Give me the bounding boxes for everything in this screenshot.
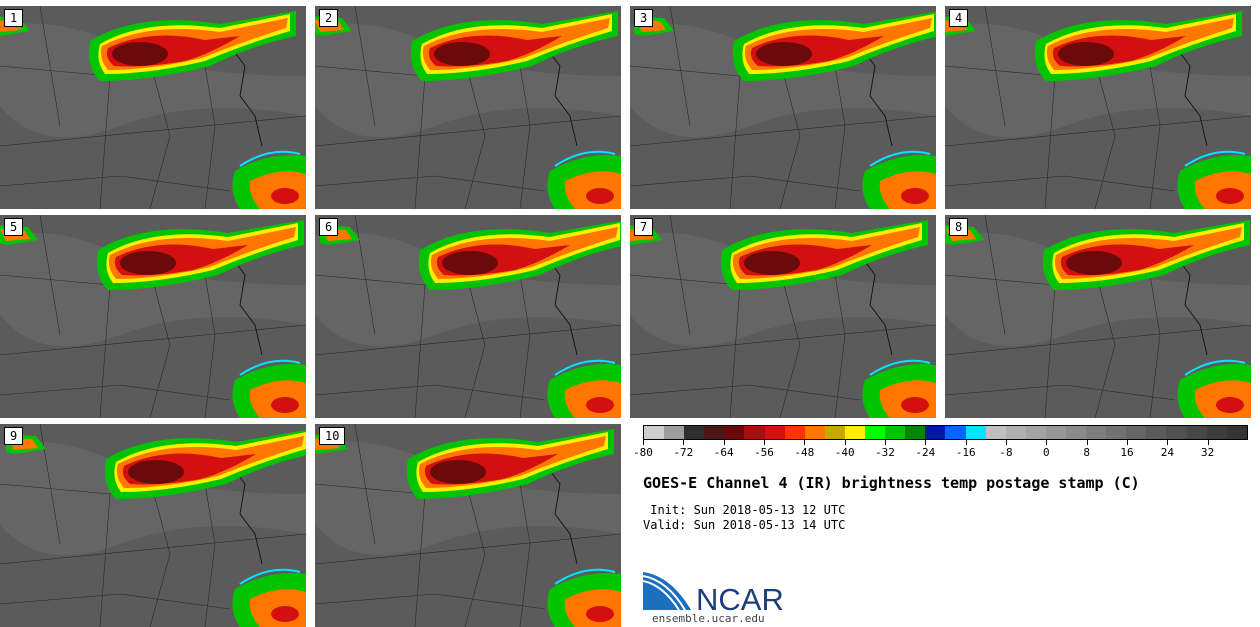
figure-title: GOES-E Channel 4 (IR) brightness temp po… xyxy=(643,474,1140,492)
colorbar-segment xyxy=(865,426,886,439)
colorbar-tickmarks xyxy=(643,440,1248,445)
colorbar-segment xyxy=(664,426,685,439)
colorbar-tick-label: -56 xyxy=(754,446,774,459)
colorbar xyxy=(643,425,1248,440)
ensemble-member-panel: 2 xyxy=(315,6,621,209)
panel-number-label: 1 xyxy=(4,9,24,27)
colorbar-tick xyxy=(804,440,806,445)
panel-number-label: 2 xyxy=(319,9,339,27)
colorbar-segment xyxy=(965,426,986,439)
panel-number-label: 5 xyxy=(4,218,24,236)
colorbar-segment xyxy=(1186,426,1207,439)
colorbar-tick-label: -48 xyxy=(794,446,815,459)
colorbar-tick-label: -72 xyxy=(673,446,694,459)
colorbar-segment xyxy=(1025,426,1046,439)
colorbar-tick xyxy=(1207,440,1209,445)
colorbar-segment xyxy=(985,426,1006,439)
colorbar-segment xyxy=(844,426,866,439)
init-time: Init: Sun 2018-05-13 12 UTC xyxy=(643,503,846,517)
colorbar-tick-label: -8 xyxy=(999,446,1013,459)
ir-satellite-map xyxy=(0,424,306,627)
ensemble-member-panel: 5 xyxy=(0,215,306,418)
colorbar-segment xyxy=(1005,426,1026,439)
colorbar-segment xyxy=(644,426,665,439)
colorbar-segment xyxy=(945,426,966,439)
ir-satellite-map xyxy=(945,215,1251,418)
panel-number-label: 3 xyxy=(634,9,654,27)
ir-satellite-map xyxy=(630,6,936,209)
ir-satellite-map xyxy=(315,215,621,418)
ir-satellite-map xyxy=(0,6,306,209)
ensemble-member-panel: 8 xyxy=(945,215,1251,418)
colorbar-tick xyxy=(885,440,886,445)
colorbar-tick xyxy=(844,440,846,445)
colorbar-tick xyxy=(764,440,765,445)
ir-satellite-map xyxy=(315,6,621,209)
colorbar-segment xyxy=(1045,426,1066,439)
ensemble-member-panel: 3 xyxy=(630,6,936,209)
colorbar-tick xyxy=(1167,440,1169,445)
colorbar-tick-label: -16 xyxy=(955,446,976,459)
colorbar-tick xyxy=(1006,440,1007,445)
website-url[interactable]: ensemble.ucar.edu xyxy=(652,612,765,625)
panel-number-label: 9 xyxy=(4,427,24,445)
colorbar-tick-labels: -80 -72 -64 -56 -48 -40 -32 -24 -16 -8 0 8 16 24 32 xyxy=(633,446,1248,460)
ir-satellite-map xyxy=(315,424,621,627)
colorbar-segment xyxy=(925,426,946,439)
colorbar-segment xyxy=(1086,426,1107,439)
colorbar-segment xyxy=(744,426,765,439)
colorbar-segment xyxy=(804,426,825,439)
ir-satellite-map xyxy=(945,6,1251,209)
colorbar-segment xyxy=(1166,426,1187,439)
ncar-logo-text: NCAR xyxy=(696,582,784,617)
colorbar-segment xyxy=(1146,426,1167,439)
ir-satellite-map xyxy=(630,215,936,418)
colorbar-tick xyxy=(1086,440,1088,445)
colorbar-tick-label: 0 xyxy=(1043,446,1050,459)
ir-satellite-map xyxy=(0,215,306,418)
colorbar-tick-label: 16 xyxy=(1120,446,1134,459)
ensemble-member-panel: 1 xyxy=(0,6,306,209)
colorbar-tick xyxy=(723,440,725,445)
colorbar-tick xyxy=(683,440,685,445)
colorbar-tick-label: -64 xyxy=(713,446,734,459)
panel-number-label: 6 xyxy=(319,218,339,236)
colorbar-segment xyxy=(724,426,745,439)
ensemble-member-panel: 6 xyxy=(315,215,621,418)
ensemble-member-panel: 7 xyxy=(630,215,936,418)
panel-number-label: 7 xyxy=(634,218,654,236)
colorbar-tick-label: -80 xyxy=(633,446,653,459)
colorbar-tick xyxy=(925,440,927,445)
colorbar-tick-label: 8 xyxy=(1083,446,1090,459)
ensemble-member-panel: 4 xyxy=(945,6,1251,209)
panel-number-label: 10 xyxy=(319,427,346,445)
colorbar-tick xyxy=(1127,440,1128,445)
colorbar-segment xyxy=(885,426,906,439)
valid-time: Valid: Sun 2018-05-13 14 UTC xyxy=(643,518,846,532)
colorbar-tick xyxy=(643,440,644,445)
ncar-swoosh-icon xyxy=(642,570,693,616)
colorbar-segment xyxy=(784,426,805,439)
colorbar-tick xyxy=(965,440,967,445)
colorbar-tick-label: 32 xyxy=(1201,446,1215,459)
colorbar-segment xyxy=(1106,426,1127,439)
colorbar-segment xyxy=(764,426,785,439)
panel-number-label: 4 xyxy=(949,9,969,27)
colorbar-tick-label: -40 xyxy=(834,446,855,459)
colorbar-segment xyxy=(824,426,845,439)
ensemble-member-panel: 9 xyxy=(0,424,306,627)
colorbar-tick-label: -24 xyxy=(915,446,936,459)
ensemble-member-panel: 10 xyxy=(315,424,621,627)
colorbar-tick-label: -32 xyxy=(875,446,895,459)
colorbar-segment xyxy=(684,426,705,439)
colorbar-segment xyxy=(1226,426,1247,439)
colorbar-segment xyxy=(1065,426,1087,439)
colorbar-tick xyxy=(1046,440,1048,445)
panel-number-label: 8 xyxy=(949,218,969,236)
colorbar-segment xyxy=(1126,426,1147,439)
colorbar-segment xyxy=(905,426,926,439)
colorbar-tick-label: 24 xyxy=(1160,446,1174,459)
colorbar-segment xyxy=(704,426,725,439)
colorbar-segment xyxy=(1206,426,1227,439)
